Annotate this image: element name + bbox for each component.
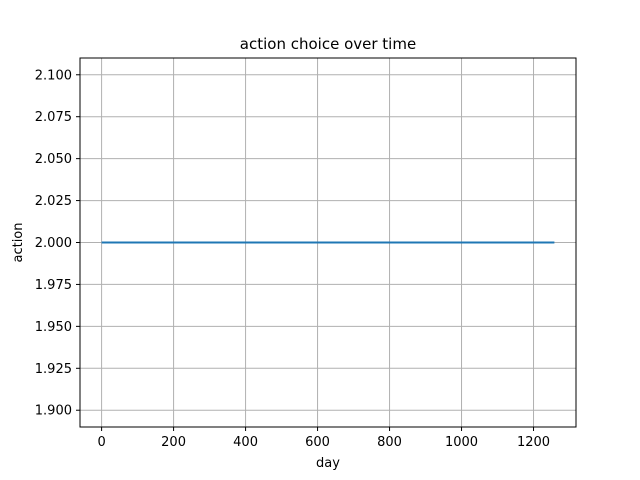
y-tick-label: 1.925 [35,362,72,377]
x-tick-label: 600 [305,435,330,450]
chart-title: action choice over time [240,35,416,53]
y-tick-label: 2.075 [35,110,72,125]
y-tick-label: 1.950 [35,320,72,335]
y-tick-label: 1.975 [35,278,72,293]
y-axis: 1.900 1.925 1.950 1.975 2.000 2.025 2.050 2.075… [35,68,80,419]
x-axis-label: day [316,456,340,471]
x-tick-label: 400 [233,435,258,450]
y-tick-label: 2.025 [35,194,72,209]
y-tick-label: 1.900 [35,404,72,419]
x-tick-label: 1200 [517,435,550,450]
x-tick-label: 1000 [445,435,478,450]
x-axis: 0 200 400 600 800 1000 1200 [97,427,550,450]
x-tick-label: 200 [161,435,186,450]
y-tick-label: 2.050 [35,152,72,167]
x-tick-label: 800 [377,435,402,450]
y-axis-label: action [11,222,26,262]
y-tick-label: 2.000 [35,236,72,251]
y-tick-label: 2.100 [35,68,72,83]
x-tick-label: 0 [97,435,105,450]
